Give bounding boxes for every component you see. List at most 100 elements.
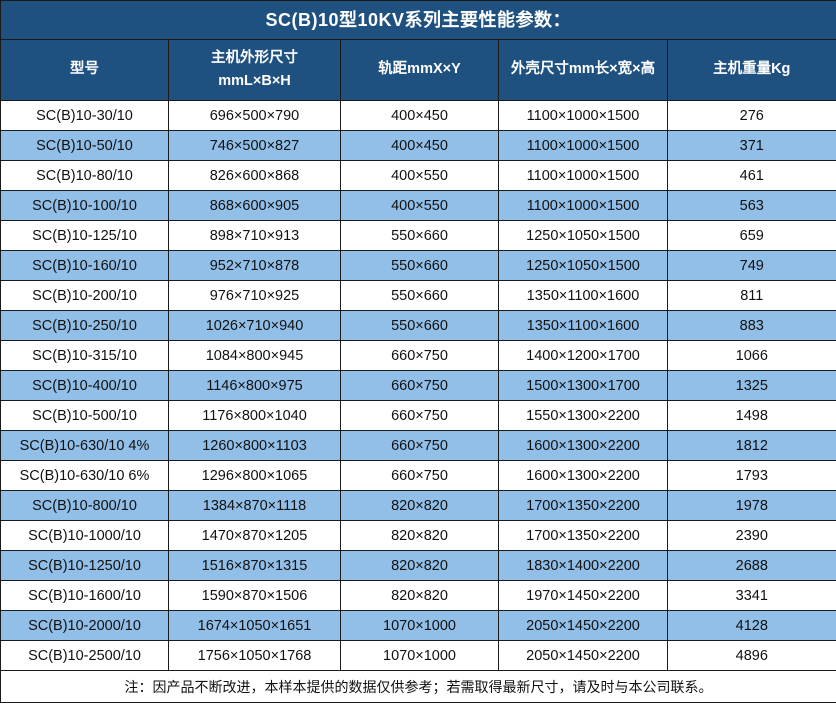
table-cell: SC(B)10-80/10 [0,160,169,191]
table-cell: SC(B)10-30/10 [0,100,169,131]
table-cell: 4896 [666,640,836,671]
table-cell: SC(B)10-800/10 [0,490,169,521]
table-cell: 1516×870×1315 [168,550,341,581]
table-cell: 550×660 [340,310,499,341]
table-cell: 820×820 [340,490,499,521]
table-cell: SC(B)10-1000/10 [0,520,169,551]
table-cell: 660×750 [340,460,499,491]
table-row: SC(B)10-250/10 1026×710×940 550×660 1350×11… [0,310,836,341]
table-cell: 952×710×878 [168,250,341,281]
table-cell: 1470×870×1205 [168,520,341,551]
table-row: SC(B)10-1600/10 1590×870×1506 820×820 1970×… [0,580,836,611]
column-header-5: 主机重量Kg [666,39,836,101]
table-row: SC(B)10-1250/10 1516×870×1315 820×820 1830×… [0,550,836,581]
table-title: SC(B)10型10KV系列主要性能参数： [0,0,836,40]
footnote-text: 注：因产品不断改进，本样本提供的数据仅供参考；若需取得最新尺寸，请及时与本公司联… [0,670,836,703]
column-header-3: 轨距mmX×Y [340,39,499,101]
table-cell: 749 [666,250,836,281]
table-cell: 1250×1050×1500 [498,250,668,281]
table-cell: 1978 [666,490,836,521]
table-cell: 400×550 [340,160,499,191]
table-cell: SC(B)10-500/10 [0,400,169,431]
table-cell: 868×600×905 [168,190,341,221]
table-cell: 1026×710×940 [168,310,341,341]
footnote-row: 注：因产品不断改进，本样本提供的数据仅供参考；若需取得最新尺寸，请及时与本公司联… [0,670,836,703]
table-cell: 1325 [666,370,836,401]
table-cell: SC(B)10-100/10 [0,190,169,221]
table-cell: 1700×1350×2200 [498,520,668,551]
column-header-2: 主机外形尺寸 mmL×B×H [168,39,341,101]
table-cell: 976×710×925 [168,280,341,311]
table-cell: 826×600×868 [168,160,341,191]
table-cell: 400×550 [340,190,499,221]
table-cell: 2050×1450×2200 [498,640,668,671]
table-cell: 1674×1050×1651 [168,610,341,641]
table-row: SC(B)10-2000/10 1674×1050×1651 1070×1000 20… [0,610,836,641]
table-cell: 1070×1000 [340,640,499,671]
table-cell: SC(B)10-400/10 [0,370,169,401]
table-cell: 1100×1000×1500 [498,190,668,221]
table-cell: SC(B)10-160/10 [0,250,169,281]
table-cell: 550×660 [340,280,499,311]
table-cell: 1100×1000×1500 [498,130,668,161]
table-cell: 660×750 [340,340,499,371]
table-row: SC(B)10-125/10 898×710×913 550×660 1250×105… [0,220,836,251]
table-row: SC(B)10-500/10 1176×800×1040 660×750 1550×1… [0,400,836,431]
table-row: SC(B)10-630/10 4% 1260×800×1103 660×750 160… [0,430,836,461]
table-cell: 1600×1300×2200 [498,430,668,461]
column-header-4: 外壳尺寸mm长×宽×高 [498,39,668,101]
table-cell: 550×660 [340,250,499,281]
table-cell: 811 [666,280,836,311]
title-row: SC(B)10型10KV系列主要性能参数： [0,0,836,40]
table-row: SC(B)10-800/10 1384×870×1118 820×820 1700×1… [0,490,836,521]
table-cell: 1830×1400×2200 [498,550,668,581]
table-row: SC(B)10-100/10 868×600×905 400×550 1100×100… [0,190,836,221]
table-head: SC(B)10型10KV系列主要性能参数： 型号 主机外形尺寸 mmL×B×H 轨距m… [0,0,836,101]
table-cell: 1146×800×975 [168,370,341,401]
table-cell: SC(B)10-200/10 [0,280,169,311]
table-cell: 820×820 [340,550,499,581]
table-cell: SC(B)10-1600/10 [0,580,169,611]
table-cell: 276 [666,100,836,131]
table-cell: 696×500×790 [168,100,341,131]
table-cell: 660×750 [340,370,499,401]
table-body: SC(B)10-30/10 696×500×790 400×450 1100×1000… [0,100,836,671]
table-row: SC(B)10-315/10 1084×800×945 660×750 1400×12… [0,340,836,371]
table-cell: 400×450 [340,100,499,131]
table-cell: 746×500×827 [168,130,341,161]
table-cell: 1384×870×1118 [168,490,341,521]
table-row: SC(B)10-400/10 1146×800×975 660×750 1500×13… [0,370,836,401]
table-cell: 820×820 [340,520,499,551]
table-cell: 898×710×913 [168,220,341,251]
table-row: SC(B)10-160/10 952×710×878 550×660 1250×105… [0,250,836,281]
table-cell: 461 [666,160,836,191]
table-cell: SC(B)10-125/10 [0,220,169,251]
table-row: SC(B)10-80/10 826×600×868 400×550 1100×1000… [0,160,836,191]
table-cell: 1550×1300×2200 [498,400,668,431]
table-row: SC(B)10-1000/10 1470×870×1205 820×820 1700×… [0,520,836,551]
table-cell: 1400×1200×1700 [498,340,668,371]
table-row: SC(B)10-30/10 696×500×790 400×450 1100×1000… [0,100,836,131]
table-cell: 1350×1100×1600 [498,280,668,311]
table-cell: 820×820 [340,580,499,611]
table-row: SC(B)10-2500/10 1756×1050×1768 1070×1000 20… [0,640,836,671]
table-cell: 1970×1450×2200 [498,580,668,611]
table-cell: SC(B)10-50/10 [0,130,169,161]
table-cell: 1250×1050×1500 [498,220,668,251]
table-cell: 2050×1450×2200 [498,610,668,641]
table-cell: 1070×1000 [340,610,499,641]
table-cell: 659 [666,220,836,251]
table-cell: 1260×800×1103 [168,430,341,461]
table-cell: SC(B)10-1250/10 [0,550,169,581]
header-row: 型号 主机外形尺寸 mmL×B×H 轨距mmX×Y 外壳尺寸mm长×宽×高 主机重量Kg [0,39,836,101]
table-cell: SC(B)10-250/10 [0,310,169,341]
table-cell: SC(B)10-630/10 4% [0,430,169,461]
table-cell: 660×750 [340,430,499,461]
table-cell: 1100×1000×1500 [498,160,668,191]
table-cell: 1176×800×1040 [168,400,341,431]
table-cell: 1066 [666,340,836,371]
table-cell: 1296×800×1065 [168,460,341,491]
table-cell: 1498 [666,400,836,431]
